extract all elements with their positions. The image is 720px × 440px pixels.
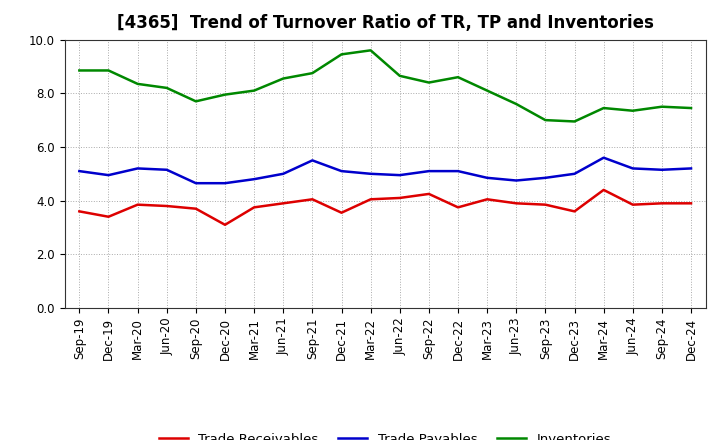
Trade Receivables	[629, 202, 637, 207]
Trade Receivables	[337, 210, 346, 215]
Trade Payables	[366, 171, 375, 176]
Inventories	[308, 70, 317, 76]
Trade Payables	[512, 178, 521, 183]
Line: Inventories: Inventories	[79, 50, 691, 121]
Trade Payables	[425, 169, 433, 174]
Trade Payables	[687, 166, 696, 171]
Trade Payables	[454, 169, 462, 174]
Inventories	[454, 74, 462, 80]
Trade Payables	[337, 169, 346, 174]
Inventories	[629, 108, 637, 114]
Trade Receivables	[308, 197, 317, 202]
Trade Receivables	[192, 206, 200, 211]
Trade Receivables	[133, 202, 142, 207]
Trade Receivables	[366, 197, 375, 202]
Title: [4365]  Trend of Turnover Ratio of TR, TP and Inventories: [4365] Trend of Turnover Ratio of TR, TP…	[117, 15, 654, 33]
Trade Receivables	[163, 203, 171, 209]
Trade Payables	[163, 167, 171, 172]
Inventories	[337, 52, 346, 57]
Trade Payables	[629, 166, 637, 171]
Trade Receivables	[250, 205, 258, 210]
Trade Receivables	[454, 205, 462, 210]
Inventories	[541, 117, 550, 123]
Inventories	[250, 88, 258, 93]
Trade Payables	[395, 172, 404, 178]
Trade Receivables	[104, 214, 113, 220]
Trade Payables	[599, 155, 608, 160]
Trade Receivables	[395, 195, 404, 201]
Trade Receivables	[75, 209, 84, 214]
Trade Payables	[570, 171, 579, 176]
Inventories	[657, 104, 666, 109]
Trade Receivables	[687, 201, 696, 206]
Inventories	[425, 80, 433, 85]
Inventories	[163, 85, 171, 91]
Inventories	[570, 119, 579, 124]
Trade Payables	[279, 171, 287, 176]
Inventories	[192, 99, 200, 104]
Legend: Trade Receivables, Trade Payables, Inventories: Trade Receivables, Trade Payables, Inven…	[153, 427, 617, 440]
Trade Payables	[657, 167, 666, 172]
Inventories	[104, 68, 113, 73]
Trade Receivables	[657, 201, 666, 206]
Trade Receivables	[512, 201, 521, 206]
Trade Receivables	[599, 187, 608, 193]
Inventories	[687, 106, 696, 111]
Trade Payables	[192, 180, 200, 186]
Trade Payables	[541, 175, 550, 180]
Inventories	[599, 106, 608, 111]
Inventories	[75, 68, 84, 73]
Trade Payables	[220, 180, 229, 186]
Inventories	[279, 76, 287, 81]
Trade Payables	[483, 175, 492, 180]
Inventories	[512, 101, 521, 106]
Inventories	[483, 88, 492, 93]
Trade Receivables	[425, 191, 433, 197]
Inventories	[395, 73, 404, 78]
Trade Payables	[250, 176, 258, 182]
Inventories	[220, 92, 229, 97]
Trade Receivables	[483, 197, 492, 202]
Inventories	[366, 48, 375, 53]
Trade Receivables	[541, 202, 550, 207]
Trade Receivables	[220, 222, 229, 227]
Trade Payables	[104, 172, 113, 178]
Trade Receivables	[570, 209, 579, 214]
Trade Payables	[133, 166, 142, 171]
Trade Payables	[308, 158, 317, 163]
Line: Trade Receivables: Trade Receivables	[79, 190, 691, 225]
Line: Trade Payables: Trade Payables	[79, 158, 691, 183]
Trade Payables	[75, 169, 84, 174]
Inventories	[133, 81, 142, 87]
Trade Receivables	[279, 201, 287, 206]
